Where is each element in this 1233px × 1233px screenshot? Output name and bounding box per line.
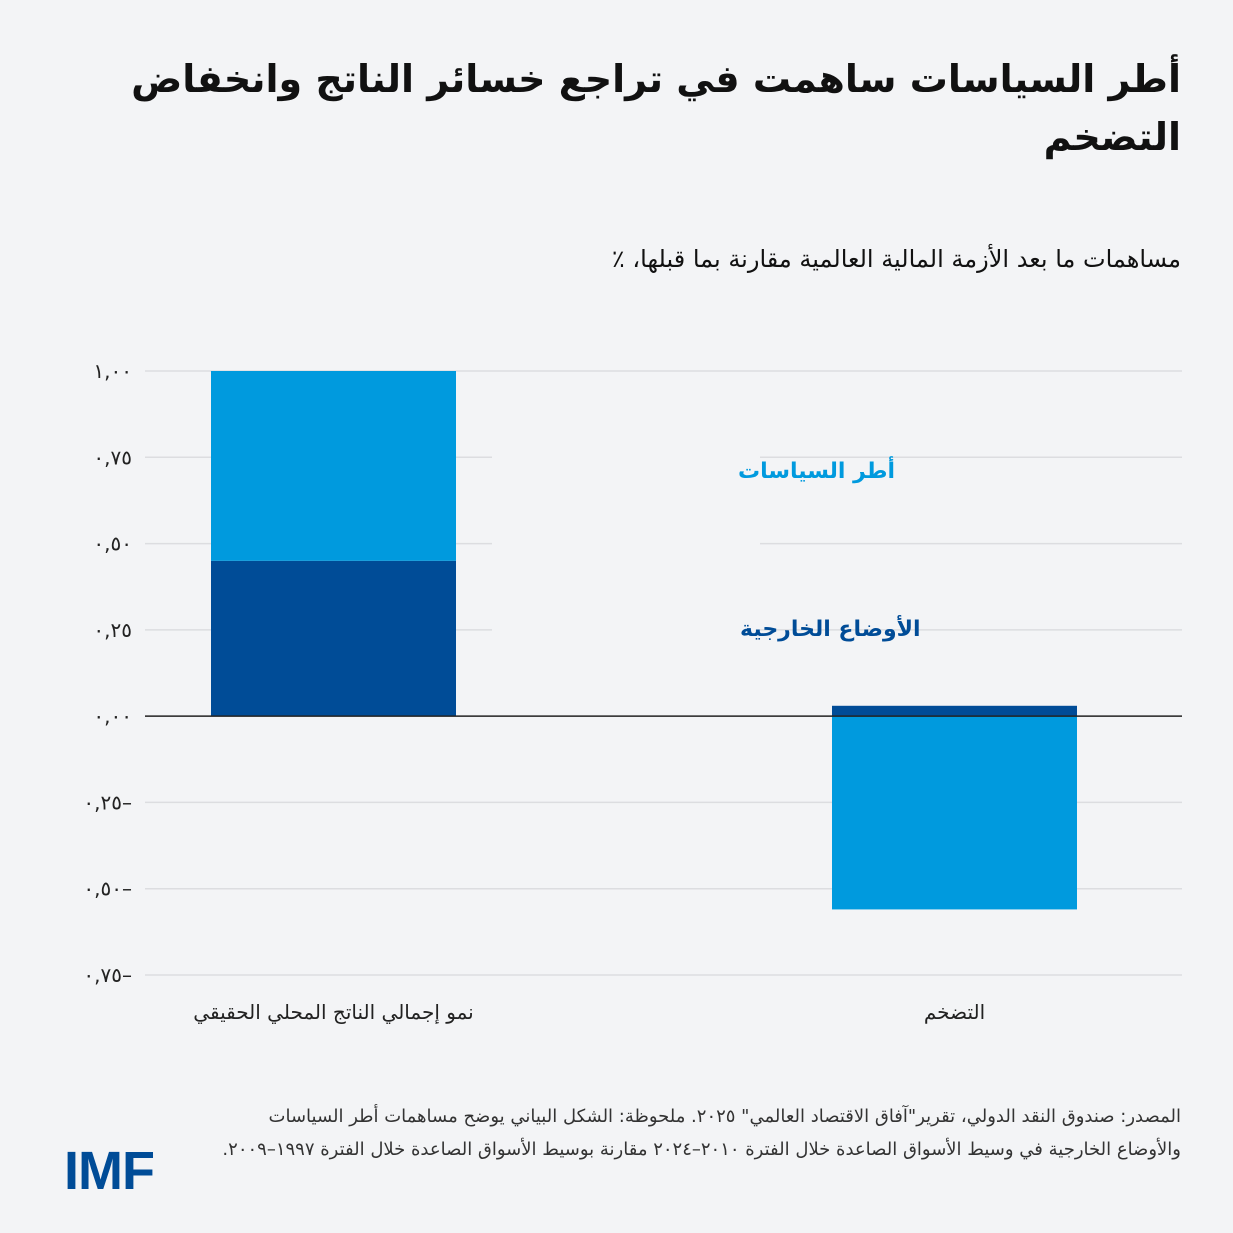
bar-segment xyxy=(211,371,456,561)
legend-external-conditions: الأوضاع الخارجية xyxy=(740,614,921,642)
y-tick-label: ٠,٧٥ xyxy=(93,445,132,469)
source-note: المصدر: صندوق النقد الدولي، تقرير"آفاق ا… xyxy=(222,1106,1181,1160)
x-category-label: التضخم xyxy=(924,1000,985,1024)
y-tick-label: ٠,٥٠ xyxy=(93,532,132,556)
chart-subtitle: مساهمات ما بعد الأزمة المالية العالمية م… xyxy=(611,245,1181,273)
bar-segment xyxy=(832,716,1077,910)
y-tick-label: ٠,٢٥– xyxy=(83,790,132,814)
x-category-label: نمو إجمالي الناتج المحلي الحقيقي xyxy=(193,1000,473,1025)
y-tick-label: ٠,٥٠– xyxy=(83,877,132,901)
bar-segment xyxy=(832,705,1077,717)
y-tick-label: ٠,٧٥– xyxy=(83,963,132,987)
bar-segment xyxy=(211,560,456,717)
y-tick-label: ٠,٢٥ xyxy=(93,618,132,642)
imf-logo: IMF xyxy=(64,1141,155,1201)
legend-policy-frameworks: أطر السياسات xyxy=(738,455,895,484)
chart-title: أطر السياسات ساهمت في تراجع خسائر الناتج… xyxy=(131,57,1181,159)
y-tick-label: ١,٠٠ xyxy=(93,359,132,383)
y-tick-label: ٠,٠٠ xyxy=(93,704,132,728)
